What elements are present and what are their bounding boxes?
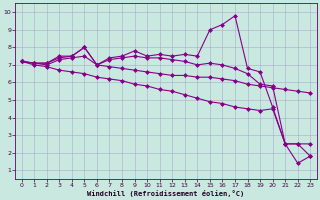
X-axis label: Windchill (Refroidissement éolien,°C): Windchill (Refroidissement éolien,°C)	[87, 190, 244, 197]
